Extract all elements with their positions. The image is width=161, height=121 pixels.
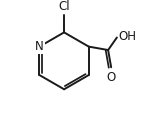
Text: N: N bbox=[35, 40, 44, 53]
Text: O: O bbox=[107, 71, 116, 83]
Text: OH: OH bbox=[118, 30, 136, 43]
Text: Cl: Cl bbox=[58, 0, 70, 13]
